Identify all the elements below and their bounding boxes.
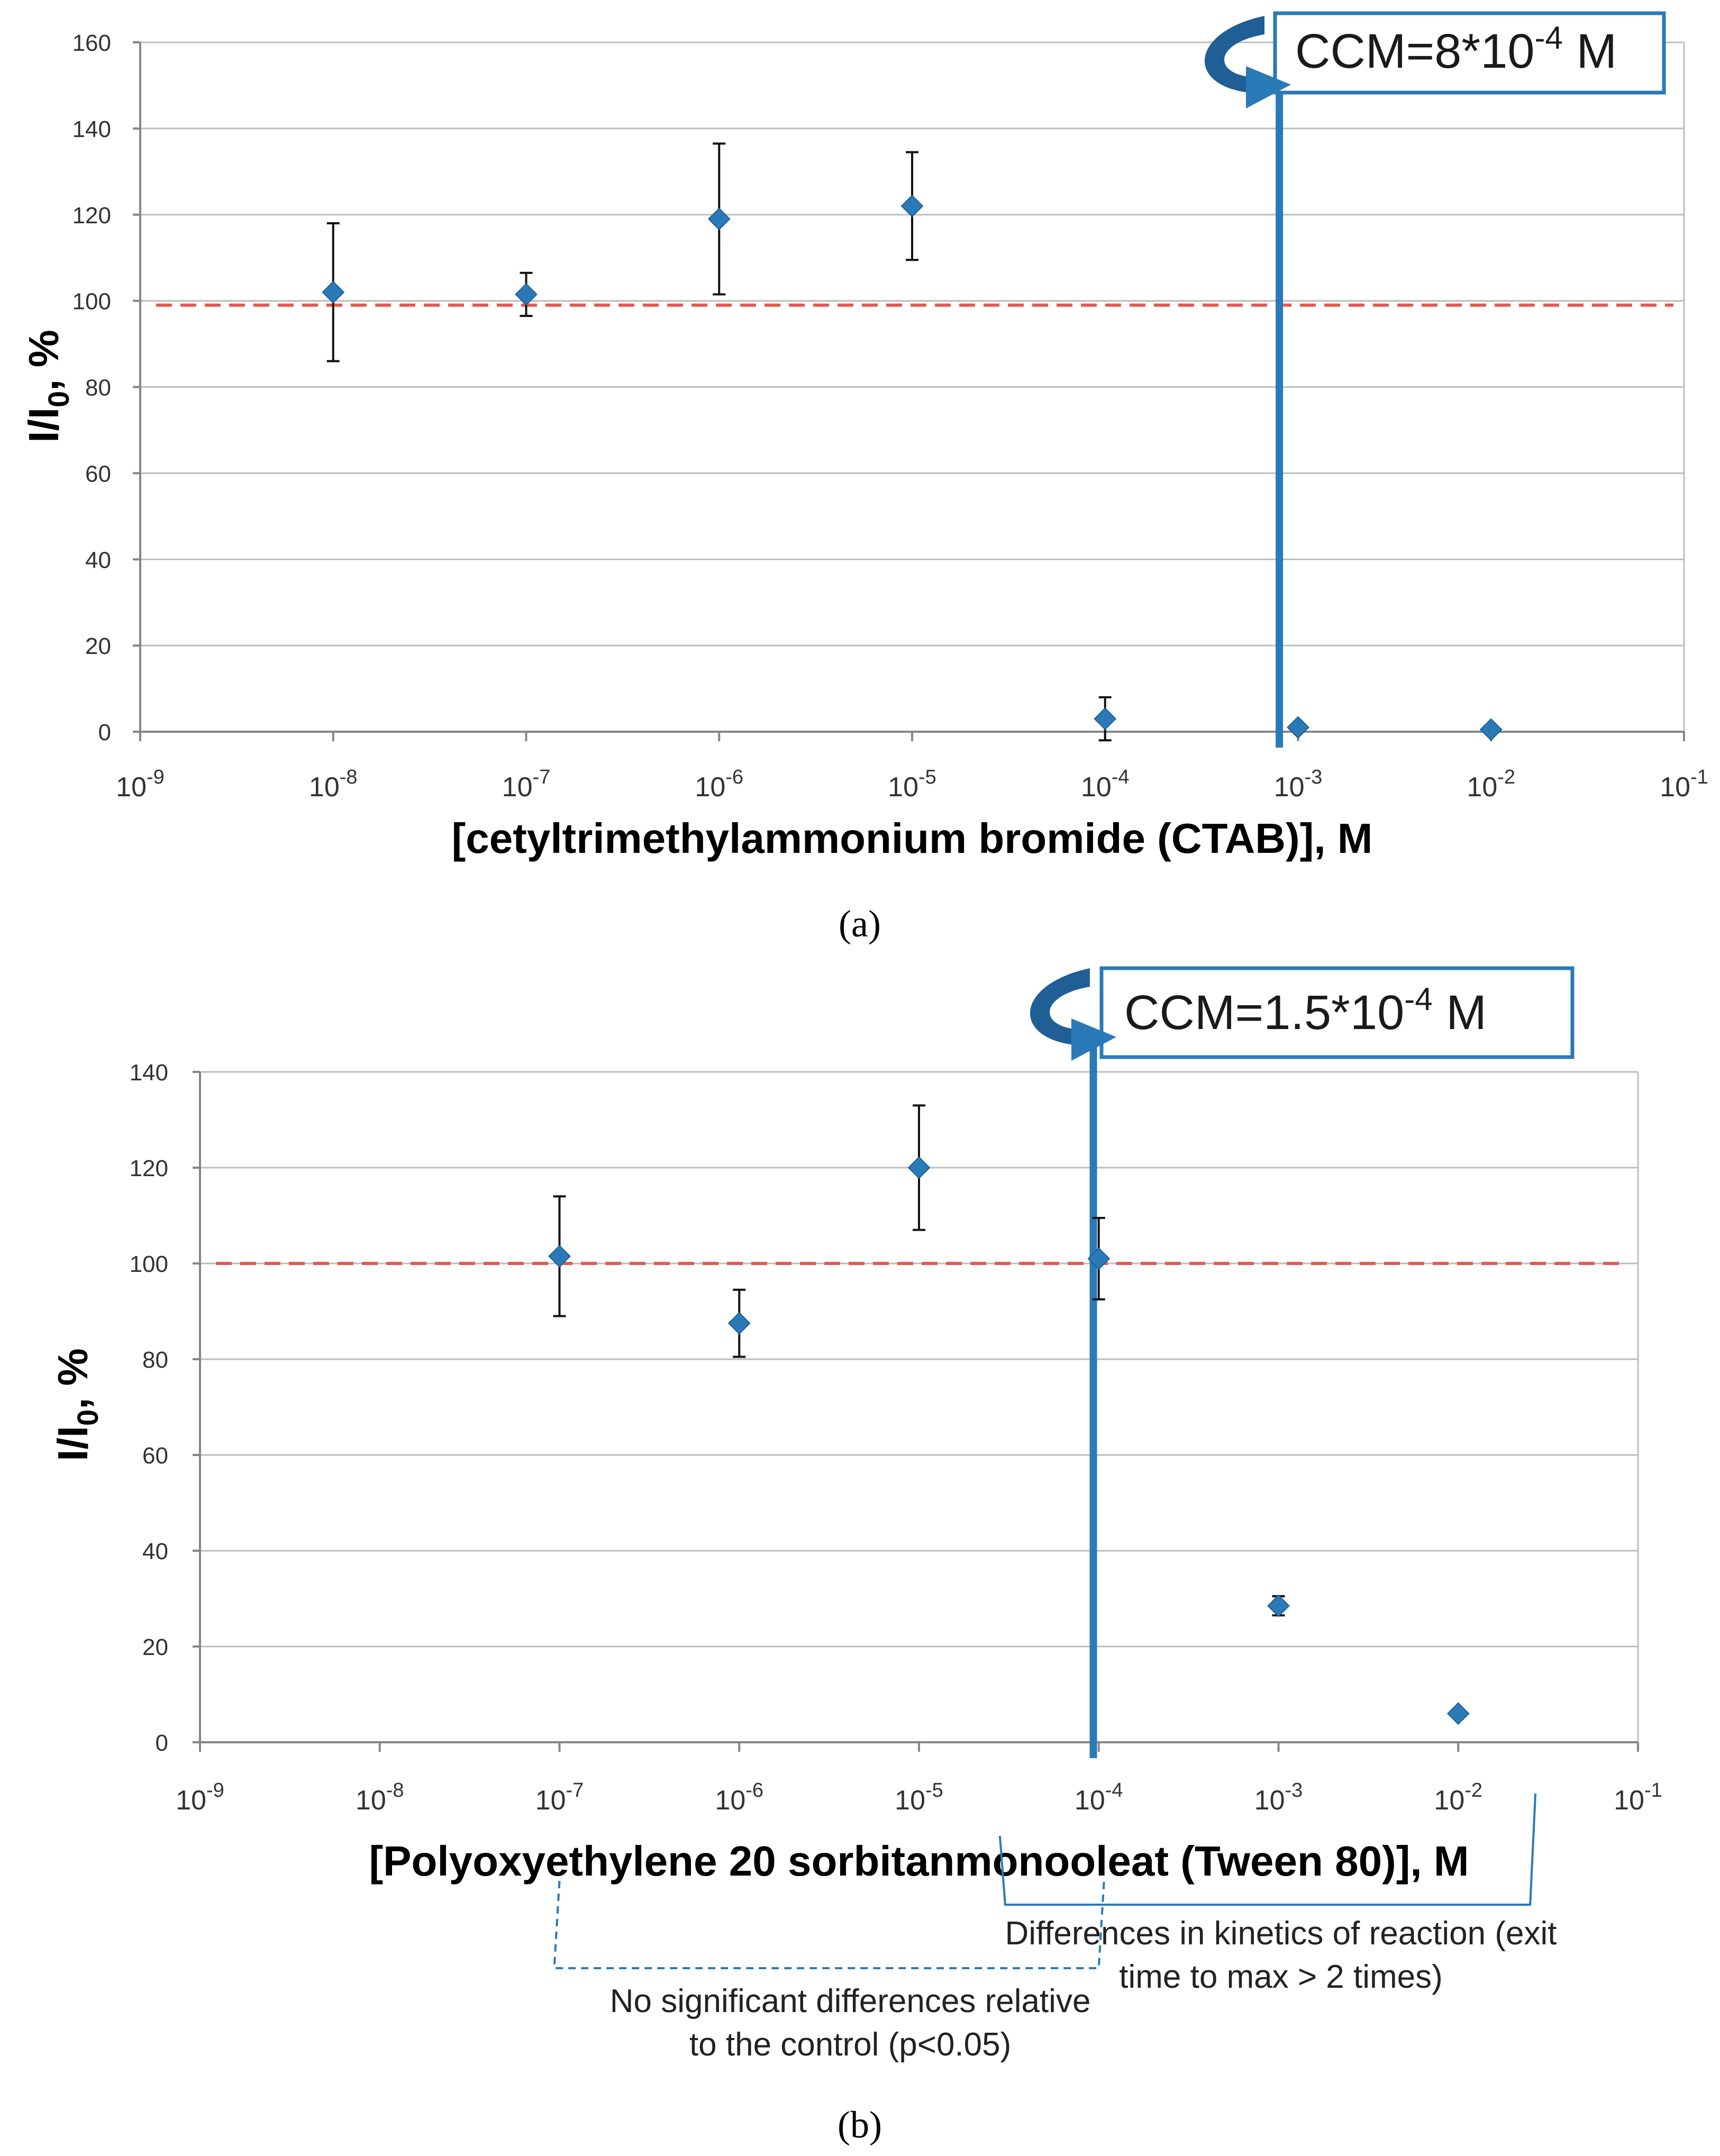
data-point-2 [907,1156,931,1179]
data-point-6 [1479,718,1503,741]
y-tick-label: 100 [130,1251,168,1277]
data-point-1 [515,283,538,306]
y-tick-label: 120 [72,203,111,229]
annotation-bracket-no-diff [553,1880,1105,1969]
y-tick-label: 120 [130,1156,168,1181]
y-tick-label: 60 [142,1443,168,1469]
x-tick-label: 10-5 [895,1779,943,1816]
y-tick-label: 160 [72,30,111,56]
data-point-0 [322,280,345,304]
annotation-text-kinetics-1: Differences in kinetics of reaction (exi… [1005,1915,1557,1952]
ccm-label: CCM=8*10-4 M [1295,20,1617,78]
y-axis-title: I/I0, % [20,330,75,442]
ccm-label: CCM=1.5*10-4 M [1124,981,1487,1040]
x-tick-label: 10-9 [176,1779,224,1816]
y-axis-title: I/I0, % [49,1348,104,1461]
data-point-4 [1267,1594,1290,1617]
y-tick-label: 40 [142,1539,168,1564]
x-tick-label: 10-1 [1614,1779,1662,1816]
y-tick-label: 140 [72,116,111,142]
x-tick-label: 10-3 [1254,1779,1303,1816]
data-point-2 [707,207,731,231]
x-axis-title: [Polyoxyethylene 20 sorbitanmonooleat (T… [369,1837,1469,1885]
x-tick-label: 10-8 [309,766,358,803]
panel-label: (a) [839,903,881,945]
y-tick-label: 60 [85,461,111,487]
x-tick-label: 10-5 [888,766,936,803]
curved-arrow-icon [1030,968,1116,1061]
y-tick-label: 0 [156,1730,168,1756]
x-tick-label: 10-7 [535,1779,584,1816]
ccm-label-box [1099,966,1575,1059]
annotation-text-no-diff-2: to the control (p<0.05) [689,2026,1011,2063]
x-tick-label: 10-3 [1274,766,1323,803]
annotation-text-no-diff-1: No significant differences relative [610,1983,1091,2019]
annotation-bracket-kinetics [998,1793,1537,1906]
annotation-text-kinetics-2: time to max > 2 times) [1119,1959,1443,1995]
data-point-3 [900,195,924,217]
data-point-5 [1287,716,1309,739]
y-tick-label: 80 [85,375,111,401]
chart-b-tween80: 0 20 40 60 80 100 120 140 10-9 10-8 10-7 10-6 10-5 10… [49,966,1662,2146]
data-point-5 [1446,1702,1470,1725]
x-axis-title: [cetyltrimethylammonium bromide (CTAB)],… [452,815,1373,862]
ccm-label-box [1273,11,1666,95]
x-tick-label: 10-6 [695,766,743,803]
data-point-4 [1094,707,1117,730]
y-tick-label: 20 [142,1634,168,1660]
x-tick-label: 10-4 [1075,1779,1123,1816]
y-tick-label: 80 [142,1347,168,1373]
y-tick-label: 20 [85,633,111,659]
x-tick-label: 10-7 [502,766,551,803]
data-point-1 [727,1312,751,1335]
x-tick-label: 10-2 [1434,1779,1482,1816]
x-tick-label: 10-9 [116,766,165,803]
data-point-0 [548,1245,571,1268]
chart-a-ctab: 0 20 40 60 80 100 120 140 160 10-9 10-8 10-7 10-6 10-… [20,11,1708,945]
x-tick-label: 10-6 [715,1779,763,1816]
data-point-3 [1087,1247,1111,1270]
y-tick-label: 40 [85,547,111,573]
x-tick-label: 10-8 [356,1779,404,1816]
x-tick-label: 10-4 [1081,766,1130,803]
panel-label: (b) [838,2104,882,2146]
x-tick-label: 10-1 [1660,766,1708,803]
y-tick-label: 100 [72,289,111,315]
curved-arrow-icon [1204,16,1291,108]
y-tick-label: 140 [130,1060,168,1086]
x-tick-label: 10-2 [1467,766,1515,803]
y-tick-label: 0 [98,720,111,745]
